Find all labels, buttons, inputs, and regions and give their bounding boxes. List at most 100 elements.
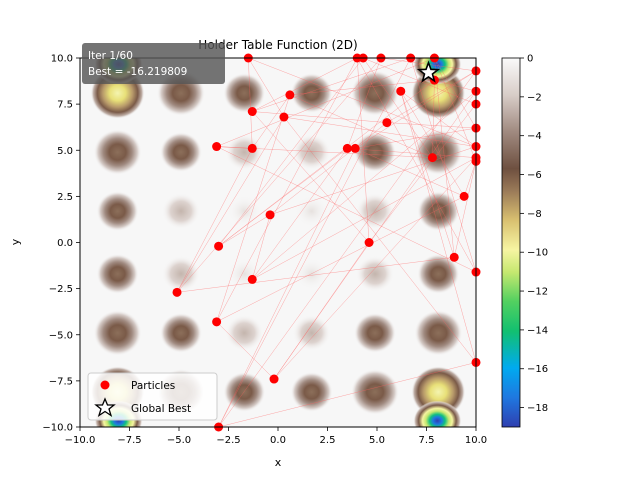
x-tick-label: −2.5 bbox=[216, 435, 240, 446]
particle-point bbox=[247, 274, 257, 284]
particle-trail bbox=[356, 58, 476, 273]
contour-basin bbox=[225, 314, 264, 351]
global-best-star bbox=[416, 60, 441, 83]
global-best-marker bbox=[416, 60, 441, 83]
particle-point bbox=[459, 191, 469, 201]
particle-trail bbox=[252, 58, 358, 112]
particle-trail bbox=[347, 148, 476, 158]
particle-trails bbox=[176, 58, 476, 427]
particle-trail bbox=[216, 196, 465, 323]
particle-trail bbox=[218, 362, 476, 427]
particle-trail bbox=[273, 157, 476, 380]
colorbar-tick-label: −12 bbox=[527, 287, 548, 298]
contour-basin bbox=[93, 129, 142, 175]
particle-trail bbox=[176, 58, 382, 293]
particle-point bbox=[382, 118, 392, 128]
contour-basin bbox=[225, 134, 264, 171]
particle-point bbox=[214, 241, 224, 251]
particle-trail bbox=[363, 58, 476, 105]
best-value-text: Best = -16.219809 bbox=[88, 66, 187, 78]
contour-basin bbox=[356, 193, 395, 230]
particle-trail bbox=[453, 161, 476, 258]
contour-basin bbox=[223, 73, 266, 114]
contour-basin bbox=[294, 194, 329, 228]
legend-global-best-label: Global Best bbox=[131, 403, 191, 415]
chart-title: Holder Table Function (2D) bbox=[198, 38, 357, 52]
particle-trail bbox=[252, 214, 271, 280]
particle-trail bbox=[400, 91, 476, 147]
particle-trail bbox=[252, 111, 387, 123]
particle-trail bbox=[386, 122, 476, 129]
particle-point bbox=[285, 90, 295, 100]
particle-trail bbox=[252, 148, 348, 280]
particle-point bbox=[342, 143, 352, 153]
particle-point bbox=[172, 287, 182, 297]
y-tick-label: 2.5 bbox=[57, 192, 73, 203]
contour-basin bbox=[351, 369, 400, 415]
contour-basin bbox=[351, 70, 400, 116]
particle-point bbox=[269, 374, 279, 384]
colorbar-tick-label: −6 bbox=[527, 170, 542, 181]
plot-area bbox=[80, 58, 476, 427]
colorbar-ticks: 0 −2 −4 −6 −8 −10 −12 −14 −16 −18 bbox=[520, 54, 548, 414]
x-tick-label: 7.5 bbox=[419, 435, 435, 446]
x-tick-label: 5.0 bbox=[369, 435, 385, 446]
particle-trail bbox=[252, 157, 476, 280]
colorbar bbox=[501, 57, 521, 428]
contour-basin bbox=[223, 371, 266, 412]
colorbar-tick-label: −4 bbox=[527, 131, 542, 142]
x-tick-label: 10.0 bbox=[465, 435, 487, 446]
x-tick-label: −7.5 bbox=[117, 435, 141, 446]
particle-point bbox=[364, 238, 374, 247]
contour-basin bbox=[93, 310, 142, 356]
y-axis-ticks: −10.0 −7.5 −5.0 −2.5 0.0 2.5 5.0 7.5 10.0 bbox=[42, 54, 80, 434]
x-tick-label: 2.5 bbox=[320, 435, 336, 446]
legend: Particles Global Best bbox=[87, 372, 218, 421]
contour-basin bbox=[414, 129, 463, 175]
x-tick-label: −10.0 bbox=[65, 435, 96, 446]
particle-trail bbox=[434, 58, 476, 129]
particle-point bbox=[212, 317, 222, 327]
colorbar-tick-label: −18 bbox=[527, 403, 548, 414]
particle-trail bbox=[252, 58, 411, 112]
y-tick-label: 5.0 bbox=[57, 146, 73, 157]
particle-trail bbox=[248, 58, 253, 149]
particle-trail bbox=[252, 91, 476, 280]
contour-basin bbox=[290, 371, 333, 412]
colorbar-tick-label: −10 bbox=[527, 248, 548, 259]
y-tick-label: −7.5 bbox=[49, 376, 73, 387]
particle-trail bbox=[216, 146, 253, 149]
legend-global-best-marker bbox=[94, 397, 116, 418]
particle-trail bbox=[355, 70, 476, 149]
legend-particles-marker bbox=[100, 380, 110, 390]
particle-trail bbox=[216, 58, 435, 147]
legend-particles-label: Particles bbox=[131, 380, 175, 392]
particle-trail bbox=[434, 58, 455, 258]
particle-trail bbox=[218, 58, 364, 247]
contour-basin bbox=[356, 255, 395, 292]
contour-basin bbox=[292, 314, 331, 351]
contour-basin bbox=[354, 312, 397, 353]
particle-point bbox=[396, 86, 406, 96]
colorbar-tick-label: −2 bbox=[527, 92, 542, 103]
contour-basin bbox=[414, 310, 463, 356]
particle-trail bbox=[368, 103, 476, 243]
particle-trail bbox=[218, 58, 411, 427]
particle-trail bbox=[400, 91, 455, 258]
particle-trail bbox=[355, 127, 476, 149]
iteration-text: Iter 1/60 bbox=[88, 50, 133, 62]
y-tick-label: 7.5 bbox=[57, 100, 73, 111]
x-tick-label: 0.0 bbox=[270, 435, 286, 446]
contour-basin bbox=[354, 132, 397, 173]
contour-basin bbox=[290, 73, 333, 114]
contour-basin bbox=[161, 255, 200, 292]
contour-basin bbox=[96, 253, 139, 294]
legend-box bbox=[87, 372, 218, 421]
particle-trail bbox=[252, 111, 370, 243]
y-tick-label: −10.0 bbox=[42, 423, 73, 434]
contour-basin bbox=[159, 312, 202, 353]
y-tick-label: 0.0 bbox=[57, 238, 73, 249]
contour-basin bbox=[96, 191, 139, 232]
particle-trail bbox=[289, 94, 433, 158]
particle-trail bbox=[283, 116, 476, 147]
